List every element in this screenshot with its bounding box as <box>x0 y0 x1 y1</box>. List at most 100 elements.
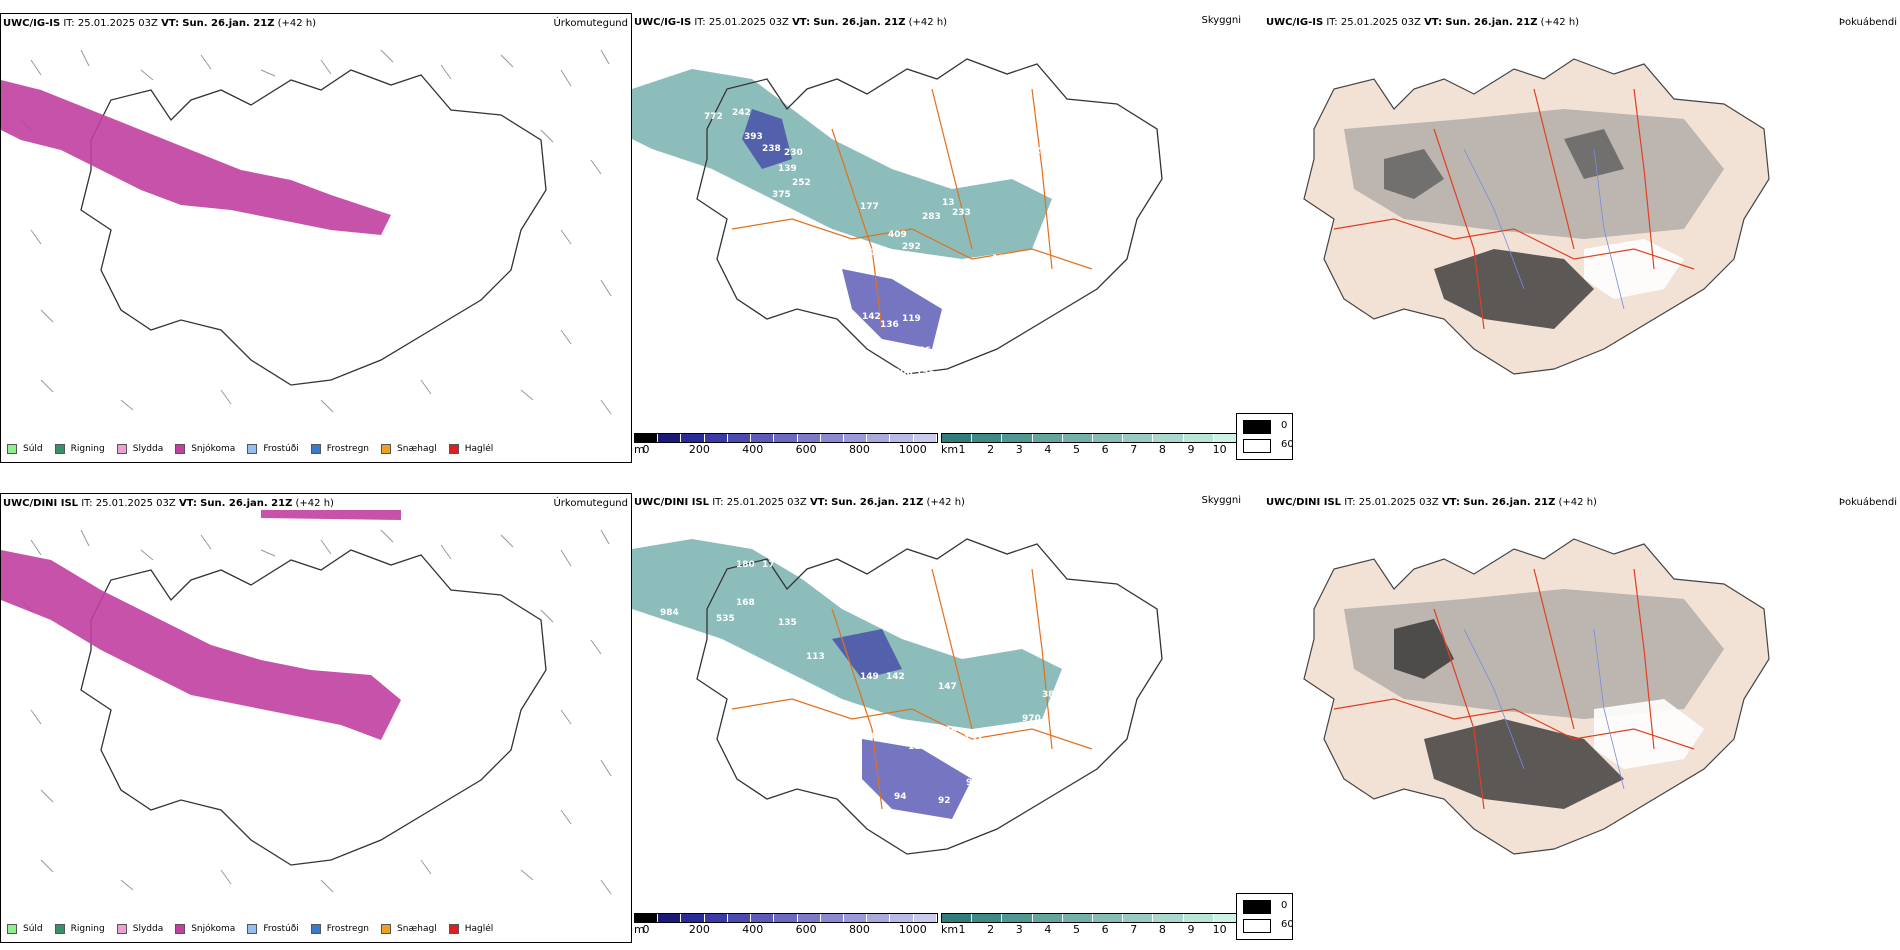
colorbar-tick-label: 800 <box>848 443 870 456</box>
fog-legend-low-swatch <box>1243 420 1271 434</box>
colorbar-tick-label: 400 <box>742 923 764 936</box>
it-label: IT: <box>81 498 93 509</box>
river-network <box>1463 628 1625 790</box>
legend-item-snjokoma: Snjókoma <box>175 444 235 454</box>
colorbar-cell <box>913 434 937 442</box>
map-label: 265 <box>1084 618 1103 628</box>
it-value: 25.01.2025 03Z <box>1340 17 1421 28</box>
legend-swatch <box>175 924 186 934</box>
colorbar-tick-label: 5 <box>1072 443 1080 456</box>
panel-title-fog: Þokuábendi <box>1838 17 1897 28</box>
map-label: 119 <box>908 742 927 752</box>
colorbar-cell <box>727 914 752 922</box>
legend-item-rigning: Rigning <box>54 924 105 934</box>
map-label: 97 <box>966 316 979 326</box>
colorbar-cell <box>843 914 868 922</box>
legend-label: Haglél <box>464 444 494 454</box>
legend-label: Súld <box>23 444 43 454</box>
cloud-base-map: 772 242 393 238 230 139 252 375 207 409 … <box>632 58 1163 380</box>
road-network <box>731 88 1093 330</box>
fog-legend-high-label: 60 <box>1281 919 1294 930</box>
legend-swatch <box>247 924 258 934</box>
map-label: 409 <box>888 230 907 240</box>
map-label: 294 <box>782 708 801 718</box>
colorbar-tick-label: 6 <box>1101 443 1109 456</box>
colorbar-tick-label: 3 <box>1015 443 1023 456</box>
colorbar-cell <box>913 914 937 922</box>
vis-unit: km <box>941 923 959 936</box>
map-label: 115 <box>906 842 925 852</box>
map-label: 142 <box>886 672 905 682</box>
colorbar-cell <box>1123 914 1154 922</box>
map-label: 142 <box>862 312 881 322</box>
it-label: IT: <box>63 18 75 29</box>
iceland-coastline <box>80 549 547 866</box>
legend-swatch <box>116 924 127 934</box>
colorbar-cell <box>843 434 868 442</box>
it-value: 25.01.2025 03Z <box>77 18 158 29</box>
panel-header: UWC/IG-IS IT: 25.01.2025 03Z VT: Sun. 26… <box>3 18 316 29</box>
legend-swatch <box>381 444 392 454</box>
map-label: 177 <box>860 202 879 212</box>
colorbar-tick-label: 4 <box>1044 923 1052 936</box>
colorbar-cell <box>972 914 1003 922</box>
legend-swatch <box>448 444 459 454</box>
vt-value: Sun. 26.jan. 21Z <box>831 497 924 508</box>
colorbar-cell <box>797 434 821 442</box>
map-label: 169 <box>1010 742 1029 752</box>
colorbar-cell <box>1032 914 1063 922</box>
panel-header: UWC/IG-IS IT: 25.01.2025 03Z VT: Sun. 26… <box>634 17 947 28</box>
lead-time: (+42 h) <box>1558 497 1597 508</box>
model-name: UWC/IG-IS <box>634 17 692 28</box>
fog-legend-low-label: 0 <box>1281 900 1288 911</box>
precip-legend: Súld Rigning Slydda Snjókoma Frostúði Fr… <box>7 444 505 454</box>
map-label: 146 <box>912 346 931 356</box>
map-label: 323 <box>648 626 667 636</box>
map-label: 207 <box>782 226 801 236</box>
vt-value: Sun. 26.jan. 21Z <box>813 17 906 28</box>
panel-title-fog: Þokuábendi <box>1838 497 1897 508</box>
map-label: 252 <box>792 178 811 188</box>
fog-legend-high-label: 60 <box>1281 439 1294 450</box>
map-label: 393 <box>744 132 763 142</box>
legend-item-hagel: Haglél <box>448 444 494 454</box>
map-label: 171 <box>842 260 861 270</box>
vis-unit: km <box>941 443 959 456</box>
colorbar-cell <box>1183 434 1214 442</box>
map-label: 998 <box>1002 638 1021 648</box>
colorbar-cell <box>1092 914 1124 922</box>
colorbar-tick-label: 2 <box>987 443 995 456</box>
cloud-base-map: 180 17 984 168 535 323 135 113 149 142 1… <box>632 538 1163 855</box>
legend-swatch <box>116 444 127 454</box>
map-label: 233 <box>952 208 971 218</box>
vis-colorbar <box>941 433 1245 443</box>
legend-swatch <box>247 444 258 454</box>
model-name: UWC/DINI ISL <box>3 498 79 509</box>
precip-map <box>1 510 612 895</box>
map-label: 328 <box>886 732 905 742</box>
legend-item-sudl: Súld <box>7 924 43 934</box>
map-label: 94 <box>894 792 907 802</box>
iceland-coastline <box>696 58 1163 375</box>
colorbar-tick-label: 400 <box>742 443 764 456</box>
legend-swatch <box>310 924 321 934</box>
panel-title-precip: Úrkomutegund <box>553 18 628 29</box>
colorbar-tick-label: 10 <box>1212 443 1227 456</box>
colorbar-tick-label: 600 <box>795 923 817 936</box>
wind-barbs <box>20 529 612 895</box>
colorbar-cell <box>774 914 798 922</box>
fog-grey-area <box>1344 589 1724 719</box>
panel-header: UWC/DINI ISL IT: 25.01.2025 03Z VT: Sun.… <box>1266 497 1597 508</box>
road-network <box>731 568 1093 810</box>
fog-legend: 0 60 <box>1236 413 1294 460</box>
colorbar-tick-label: 7 <box>1130 923 1138 936</box>
colorbar-cell <box>1153 914 1184 922</box>
precip-snow-area <box>1 80 391 235</box>
legend-label: Haglél <box>464 924 494 934</box>
panel-header: UWC/DINI ISL IT: 25.01.2025 03Z VT: Sun.… <box>3 498 334 509</box>
height-colorbar <box>634 913 938 923</box>
road-network <box>1333 88 1695 330</box>
cloud-base-blue-area <box>832 629 972 819</box>
legend-label: Súld <box>23 924 43 934</box>
map-label: 283 <box>922 212 941 222</box>
